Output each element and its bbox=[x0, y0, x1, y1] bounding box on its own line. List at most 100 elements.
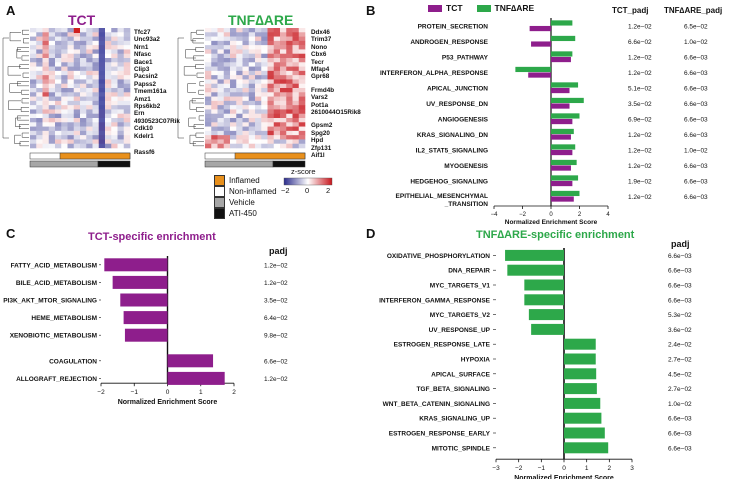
heatmap-cell bbox=[211, 135, 218, 140]
heatmap-cell bbox=[123, 100, 131, 106]
heatmap-cell bbox=[248, 40, 256, 46]
heatmap-cell bbox=[286, 96, 293, 102]
heatmap-cell bbox=[48, 109, 56, 115]
heatmap-cell bbox=[242, 53, 250, 59]
heatmap-cell bbox=[280, 36, 287, 42]
gene-label: Cdk10 bbox=[134, 125, 153, 133]
heatmap-cell bbox=[211, 143, 218, 149]
heatmap-cell bbox=[55, 45, 62, 50]
legend-label-non-inflamed: Non-inflamed bbox=[229, 186, 277, 196]
heatmap-cell bbox=[255, 28, 262, 33]
heatmap-cell bbox=[36, 143, 43, 149]
chart-b-category-label: HEDGEHOG_SIGNALING bbox=[410, 178, 488, 185]
heatmap-cell bbox=[267, 36, 275, 42]
heatmap-cell bbox=[61, 53, 68, 59]
heatmap-cell bbox=[267, 92, 275, 97]
heatmap-cell bbox=[86, 92, 93, 97]
heatmap-cell bbox=[42, 135, 50, 140]
chart-c: −2 −1 0 1 2 Normalized Enrichment Score FATTY_… bbox=[3, 256, 288, 406]
heatmap-cell bbox=[42, 92, 50, 97]
heatmap-cell bbox=[105, 113, 112, 119]
heatmap-cell bbox=[292, 36, 300, 42]
chart-d-bar bbox=[564, 442, 609, 454]
heatmap-cell bbox=[92, 126, 100, 132]
heatmap-cell bbox=[42, 70, 50, 76]
heatmap-cell bbox=[255, 79, 262, 85]
heatmap-cell bbox=[67, 49, 75, 55]
heatmap-cell bbox=[67, 118, 75, 123]
heatmap-cell bbox=[280, 62, 287, 67]
heatmap-cell bbox=[80, 53, 87, 59]
heatmap-cell bbox=[111, 105, 118, 110]
heatmap-cell bbox=[280, 130, 287, 136]
chart-b-padj-tnf: 1.0e−02 bbox=[684, 39, 708, 46]
heatmap-cell bbox=[117, 88, 125, 93]
heatmap-cell bbox=[92, 66, 100, 72]
heatmap-cell bbox=[217, 100, 225, 106]
heatmap-cell bbox=[123, 62, 131, 67]
chart-b-legend: TCT TNF∆ARE bbox=[428, 3, 534, 13]
heatmap-cell bbox=[48, 28, 56, 33]
heatmap-cell bbox=[292, 32, 300, 37]
heatmap-cell bbox=[248, 96, 256, 102]
heatmap-cell bbox=[36, 92, 43, 97]
heatmap-cell bbox=[61, 88, 68, 93]
heatmap-cell bbox=[205, 49, 212, 55]
heatmap-cell bbox=[223, 96, 231, 102]
chart-c-category-label: COAGULATION bbox=[49, 358, 97, 365]
heatmap-cell bbox=[211, 70, 218, 76]
heatmap-cell bbox=[298, 83, 306, 89]
heatmap-cell bbox=[261, 28, 268, 33]
heatmap-cell bbox=[80, 83, 87, 89]
heatmap-cell bbox=[217, 45, 225, 50]
heatmap-cell bbox=[55, 88, 62, 93]
chart-b-bar-tnf bbox=[551, 128, 574, 135]
heatmap-cell bbox=[36, 130, 43, 136]
heatmap-cell bbox=[236, 118, 243, 123]
heatmap-cell bbox=[248, 113, 256, 119]
heatmap-cell bbox=[273, 28, 281, 33]
chart-b-padj-tnf: 6.6e−03 bbox=[684, 163, 708, 170]
chart-b-padj-tct: 1.2e−02 bbox=[628, 147, 652, 154]
heatmap-cell bbox=[223, 143, 231, 149]
heatmap-cell bbox=[217, 28, 225, 33]
heatmap-cell bbox=[248, 130, 256, 136]
heatmap-cell bbox=[267, 53, 275, 59]
heatmap-cell bbox=[42, 109, 50, 115]
heatmap-cell bbox=[267, 122, 275, 127]
heatmap-cell bbox=[298, 109, 306, 115]
heatmap-cell bbox=[111, 28, 118, 33]
chart-c-bar bbox=[120, 293, 168, 307]
heatmap-cell bbox=[236, 135, 243, 140]
heatmap-cell bbox=[248, 58, 256, 63]
heatmap-cell bbox=[111, 58, 118, 63]
chart-b-padj-tct: 6.9e−02 bbox=[628, 116, 652, 123]
heatmap-cell bbox=[261, 100, 268, 106]
chart-c-category-label: XENOBIOTIC_METABOLISM bbox=[10, 333, 97, 340]
heatmap-cell bbox=[92, 100, 100, 106]
heatmap-cell bbox=[55, 36, 62, 42]
gene-label: Rassf6 bbox=[134, 149, 155, 157]
heatmap-cell bbox=[42, 66, 50, 72]
heatmap-cell bbox=[223, 88, 231, 93]
heatmap-cell bbox=[217, 32, 225, 37]
heatmap-cell bbox=[273, 40, 281, 46]
chart-c-x-tick-label: 2 bbox=[232, 389, 236, 396]
legend-item-non-inflamed: Non-inflamed bbox=[214, 185, 277, 197]
heatmap-cell bbox=[123, 40, 131, 46]
heatmap-cell bbox=[61, 75, 68, 80]
heatmap-cell bbox=[292, 109, 300, 115]
heatmap-cell bbox=[86, 49, 93, 55]
heatmap-cell bbox=[73, 122, 81, 127]
heatmap-cell bbox=[230, 143, 237, 149]
heatmap-cell bbox=[217, 75, 225, 80]
heatmap-cell bbox=[80, 62, 87, 67]
heatmap-cell bbox=[255, 96, 262, 102]
heatmap-cell bbox=[55, 118, 62, 123]
legend-label-ati450: ATI-450 bbox=[229, 208, 257, 218]
heatmap-cell bbox=[36, 88, 43, 93]
heatmap-cell bbox=[123, 32, 131, 37]
heatmap-cell bbox=[236, 49, 243, 55]
heatmap-annotation-bars bbox=[29, 152, 306, 168]
chart-b-category-label: ANGIOGENESIS bbox=[438, 116, 489, 123]
